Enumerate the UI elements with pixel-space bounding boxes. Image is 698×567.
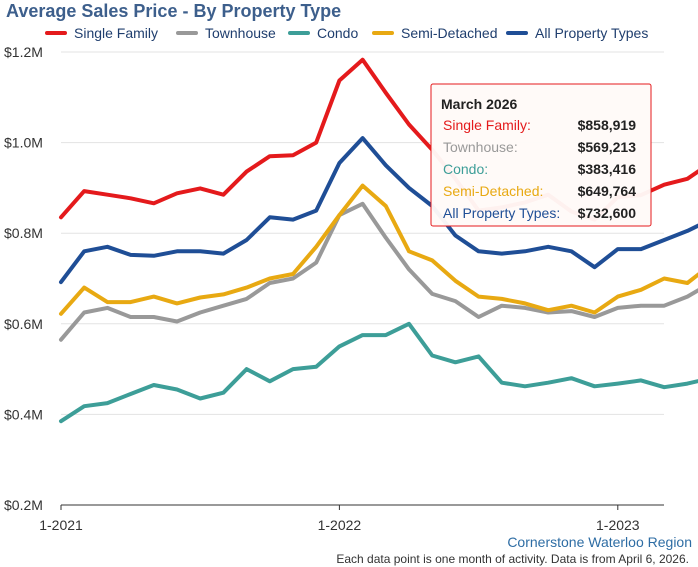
y-tick-label: $0.6M — [4, 316, 43, 332]
legend-label: Townhouse — [205, 25, 276, 41]
tooltip-value-semi-detached: $649,764 — [578, 183, 637, 199]
series-line-semi-detached[interactable] — [59, 183, 698, 324]
tooltip-title: March 2026 — [441, 96, 517, 112]
legend-label: All Property Types — [535, 25, 648, 41]
x-tick-label: 1-2023 — [596, 517, 640, 533]
chart-title: Average Sales Price - By Property Type — [6, 1, 341, 21]
tooltip-value-townhouse: $569,213 — [578, 139, 637, 155]
y-tick-label: $1.2M — [4, 44, 43, 60]
y-tick-label: $0.8M — [4, 225, 43, 241]
tooltip-rows: Single Family: $858,919 Townhouse: $569,213… — [443, 117, 636, 221]
series-line-all-property-types[interactable] — [59, 136, 698, 285]
legend-item-condo[interactable]: Condo — [288, 25, 358, 41]
legend-item-single-family[interactable]: Single Family — [45, 25, 158, 41]
tooltip-label-single-family: Single Family: — [443, 117, 531, 133]
tooltip: March 2026 Single Family: $858,919 Townhou… — [430, 83, 652, 227]
chart-footnote: Each data point is one month of activity… — [336, 552, 689, 566]
series-line-townhouse[interactable] — [59, 201, 698, 342]
legend: Single Family Townhouse Condo Semi-Detached… — [45, 25, 648, 41]
axes — [60, 504, 664, 510]
legend-item-all-property-types[interactable]: All Property Types — [506, 25, 648, 41]
legend-label: Single Family — [74, 25, 158, 41]
series-line-single-family[interactable] — [59, 57, 698, 222]
y-tick-labels: $0.2M $0.4M $0.6M $0.8M $1.0M $1.2M — [4, 44, 43, 513]
tooltip-label-townhouse: Townhouse: — [443, 139, 518, 155]
x-tick-label: 1-2022 — [318, 517, 362, 533]
legend-item-townhouse[interactable]: Townhouse — [176, 25, 276, 41]
y-tick-label: $0.2M — [4, 497, 43, 513]
tooltip-value-single-family: $858,919 — [578, 117, 637, 133]
tooltip-label-all-property-types: All Property Types: — [443, 205, 560, 221]
x-tick-label: 1-2021 — [39, 517, 83, 533]
series-lines — [59, 57, 698, 429]
series-line-condo[interactable] — [59, 321, 698, 429]
legend-label: Condo — [317, 25, 358, 41]
legend-item-semi-detached[interactable]: Semi-Detached — [372, 25, 498, 41]
tooltip-value-condo: $383,416 — [578, 161, 637, 177]
tooltip-label-semi-detached: Semi-Detached: — [443, 183, 543, 199]
y-tick-label: $0.4M — [4, 406, 43, 422]
chart-credit[interactable]: Cornerstone Waterloo Region — [507, 534, 692, 550]
legend-label: Semi-Detached — [401, 25, 498, 41]
y-tick-label: $1.0M — [4, 135, 43, 151]
tooltip-value-all-property-types: $732,600 — [578, 205, 637, 221]
tooltip-box — [430, 83, 652, 227]
tooltip-label-condo: Condo: — [443, 161, 488, 177]
